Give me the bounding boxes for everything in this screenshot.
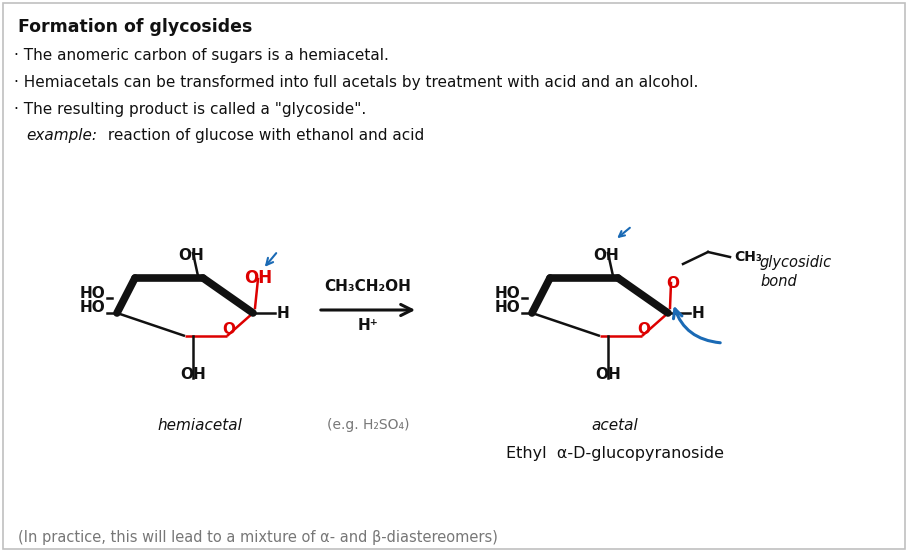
Text: OH: OH: [178, 248, 204, 263]
Text: · The anomeric carbon of sugars is a hemiacetal.: · The anomeric carbon of sugars is a hem…: [14, 48, 389, 63]
Text: OH: OH: [244, 269, 272, 287]
Text: CH₃CH₂OH: CH₃CH₂OH: [324, 279, 411, 294]
Text: O: O: [222, 322, 235, 337]
Text: hemiacetal: hemiacetal: [158, 418, 242, 433]
Text: example:: example:: [26, 128, 97, 143]
Text: · Hemiacetals can be transformed into full acetals by treatment with acid and an: · Hemiacetals can be transformed into fu…: [14, 75, 698, 90]
Text: OH: OH: [180, 367, 206, 382]
Text: acetal: acetal: [592, 418, 638, 433]
Text: CH₃: CH₃: [734, 250, 762, 264]
Text: glycosidic
bond: glycosidic bond: [760, 254, 832, 289]
Text: reaction of glucose with ethanol and acid: reaction of glucose with ethanol and aci…: [103, 128, 424, 143]
Text: OH: OH: [595, 367, 621, 382]
Text: (e.g. H₂SO₄): (e.g. H₂SO₄): [327, 418, 410, 432]
Text: H: H: [277, 305, 290, 321]
Text: H⁺: H⁺: [358, 318, 379, 333]
Text: O: O: [637, 322, 650, 337]
Text: OH: OH: [593, 248, 619, 263]
Text: Ethyl  α-D-glucopyranoside: Ethyl α-D-glucopyranoside: [506, 446, 724, 461]
Text: Formation of glycosides: Formation of glycosides: [18, 18, 252, 36]
Text: HO: HO: [79, 285, 105, 300]
Text: HO: HO: [494, 285, 520, 300]
Text: H: H: [692, 305, 705, 321]
Text: (In practice, this will lead to a mixture of α- and β-diastereomers): (In practice, this will lead to a mixtur…: [18, 530, 498, 545]
Text: O: O: [666, 276, 679, 291]
Text: · The resulting product is called a "glycoside".: · The resulting product is called a "gly…: [14, 102, 366, 117]
Text: HO: HO: [79, 300, 105, 316]
Text: HO: HO: [494, 300, 520, 316]
